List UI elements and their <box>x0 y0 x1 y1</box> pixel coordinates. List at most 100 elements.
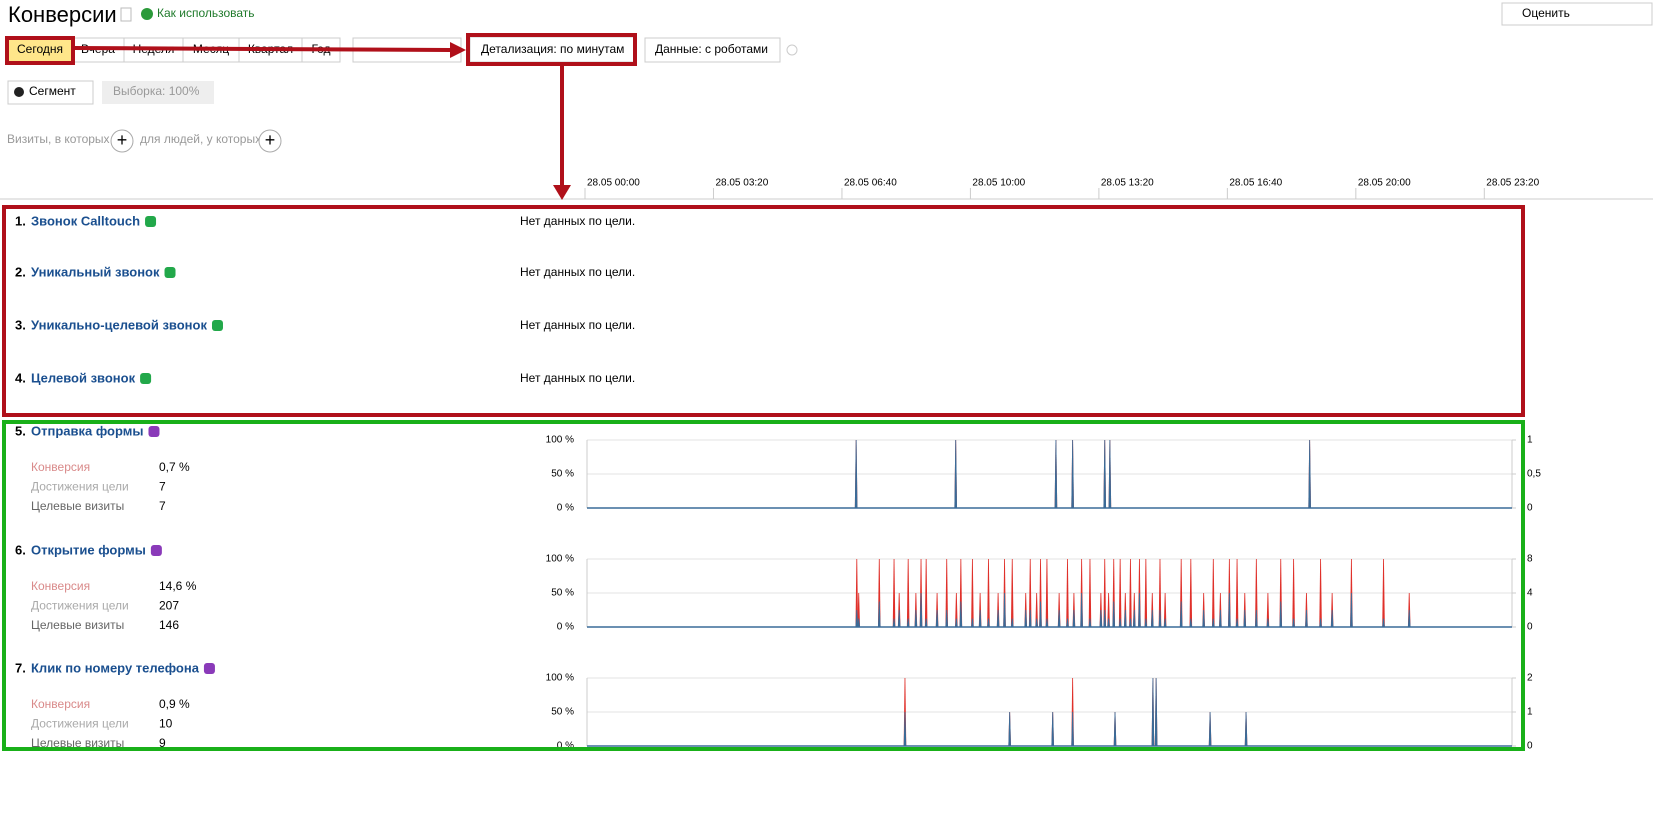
spike <box>857 618 861 627</box>
spike <box>1066 618 1069 627</box>
stat-label: Достижения цели <box>31 599 129 613</box>
stat-label: Конверсия <box>31 579 90 593</box>
spike <box>1308 440 1311 508</box>
spike <box>1212 559 1215 627</box>
goal-name[interactable]: Звонок Calltouch <box>31 213 140 228</box>
spike <box>1088 559 1092 627</box>
spike <box>1382 559 1385 627</box>
spike <box>1035 593 1038 627</box>
segment-button[interactable] <box>7 80 94 105</box>
y-tick-label: 0 % <box>557 741 574 752</box>
filter-people: для людей, у которых <box>140 132 261 146</box>
goal-name[interactable]: Уникально-целевой звонок <box>31 317 207 332</box>
bookmark-icon[interactable] <box>120 7 132 22</box>
add-people-filter[interactable] <box>258 129 282 153</box>
goal-status: Нет данных по цели. <box>520 318 635 332</box>
plus: + <box>265 130 276 150</box>
goal-name[interactable]: Отправка формы <box>31 423 143 438</box>
spike <box>1319 559 1322 627</box>
spike <box>1151 678 1155 746</box>
stat-value: 0,9 % <box>159 697 190 711</box>
stat-value: 10 <box>159 717 173 731</box>
x-tick-label: 28.05 23:20 <box>1486 178 1539 189</box>
y2-tick-label: 1 <box>1527 707 1533 718</box>
goal-icon <box>145 216 157 227</box>
y2-tick-label: 2 <box>1527 673 1533 684</box>
spike <box>924 559 928 627</box>
arrow-head <box>553 185 571 200</box>
x-tick-label: 28.05 13:20 <box>1101 178 1154 189</box>
x-tick-label: 28.05 06:40 <box>844 178 897 189</box>
spike <box>1208 712 1212 746</box>
spike <box>1154 678 1158 746</box>
plus: + <box>117 130 128 150</box>
spike <box>1163 593 1167 627</box>
y-tick-label: 50 % <box>551 707 574 718</box>
spike <box>903 712 907 746</box>
spike <box>1071 712 1074 746</box>
spike <box>1279 601 1283 627</box>
spike <box>1129 618 1132 627</box>
goal-number: 4. <box>15 370 26 385</box>
data-button[interactable] <box>644 37 781 63</box>
add-visit-filter[interactable] <box>110 129 134 153</box>
spike <box>1028 559 1032 627</box>
period-button[interactable] <box>7 37 73 63</box>
spike <box>1066 559 1069 627</box>
spike <box>1266 593 1270 627</box>
spike <box>1382 618 1385 627</box>
stat-value: 7 <box>159 480 166 494</box>
stat-value: 0,7 % <box>159 460 190 474</box>
y2-tick-label: 8 <box>1527 554 1533 565</box>
rate-label: Оценить <box>1522 6 1570 20</box>
goal-name[interactable]: Открытие формы <box>31 542 146 557</box>
sample-button[interactable] <box>102 81 214 104</box>
spike <box>1212 618 1215 627</box>
highlight-box <box>466 33 637 66</box>
y-tick-label: 50 % <box>551 588 574 599</box>
stat-label: Конверсия <box>31 460 90 474</box>
arrow <box>73 46 451 52</box>
spike <box>1235 618 1239 627</box>
goal-icon <box>203 663 215 674</box>
stat-label: Конверсия <box>31 697 90 711</box>
spike <box>1113 712 1117 746</box>
rate-button[interactable] <box>1501 2 1653 26</box>
help-link[interactable]: Как использовать <box>157 6 255 20</box>
spike <box>1319 618 1322 627</box>
y-tick-label: 100 % <box>546 435 574 446</box>
stat-value: 14,6 % <box>159 579 197 593</box>
goal-name[interactable]: Целевой звонок <box>31 370 136 385</box>
y-tick-label: 0 % <box>557 622 574 633</box>
spike <box>1003 593 1006 627</box>
goal-name[interactable]: Клик по номеру телефона <box>31 660 200 675</box>
spike <box>1202 610 1205 627</box>
stat-value: 207 <box>159 599 179 613</box>
spike <box>892 559 896 627</box>
x-tick-label: 28.05 03:20 <box>715 178 768 189</box>
segment-label: Сегмент <box>29 84 76 98</box>
spike <box>877 601 881 627</box>
goal-number: 7. <box>15 660 26 675</box>
goal-name[interactable]: Уникальный звонок <box>31 264 160 279</box>
spike <box>1150 610 1154 627</box>
goal-icon <box>140 373 152 384</box>
spike <box>855 610 859 627</box>
y-tick-label: 50 % <box>551 469 574 480</box>
spike <box>935 610 939 627</box>
spike <box>945 559 949 627</box>
spike <box>1235 559 1239 627</box>
goal-icon <box>150 545 162 556</box>
spike <box>897 610 901 627</box>
spike <box>1243 610 1247 627</box>
spike <box>1099 610 1103 627</box>
spike <box>857 593 861 627</box>
spike <box>954 440 958 508</box>
spike <box>854 440 858 508</box>
spike <box>1008 712 1011 746</box>
spike <box>978 610 982 627</box>
spike <box>955 618 958 627</box>
spike <box>1407 610 1411 627</box>
goal-icon <box>211 320 223 331</box>
spike <box>1189 618 1193 627</box>
